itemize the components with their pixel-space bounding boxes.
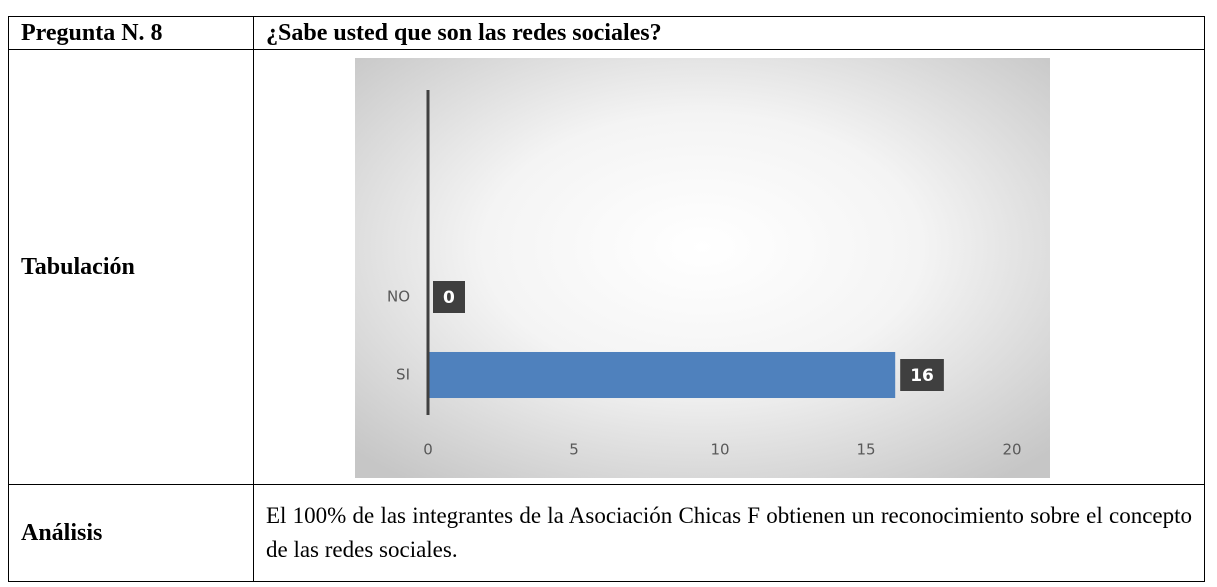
header-row: Pregunta N. 8 ¿Sabe usted que son las re… [8, 16, 1205, 50]
analysis-label: Análisis [8, 484, 254, 582]
x-tick-label: 20 [1002, 441, 1021, 459]
question-text: ¿Sabe usted que son las redes sociales? [253, 16, 1205, 50]
x-tick-label: 5 [569, 441, 579, 459]
bar [428, 351, 896, 399]
data-label: 0 [443, 288, 455, 308]
x-tick-label: 0 [423, 441, 433, 459]
data-label-box [900, 359, 944, 391]
data-label-box [433, 281, 465, 313]
x-tick-label: 15 [856, 441, 875, 459]
y-tick-label: SI [396, 366, 410, 384]
chart: 0 5 10 15 20 NO 0 SI 16 [355, 58, 1050, 478]
data-label: 16 [910, 366, 934, 386]
chart-background [355, 58, 1050, 478]
analysis-text: El 100% de las integrantes de la Asociac… [253, 484, 1205, 582]
analysis-row: Análisis El 100% de las integrantes de l… [8, 484, 1205, 582]
x-tick-label: 10 [710, 441, 729, 459]
question-number: Pregunta N. 8 [8, 16, 254, 50]
tabulation-label: Tabulación [8, 49, 254, 485]
y-tick-label: NO [387, 288, 410, 306]
